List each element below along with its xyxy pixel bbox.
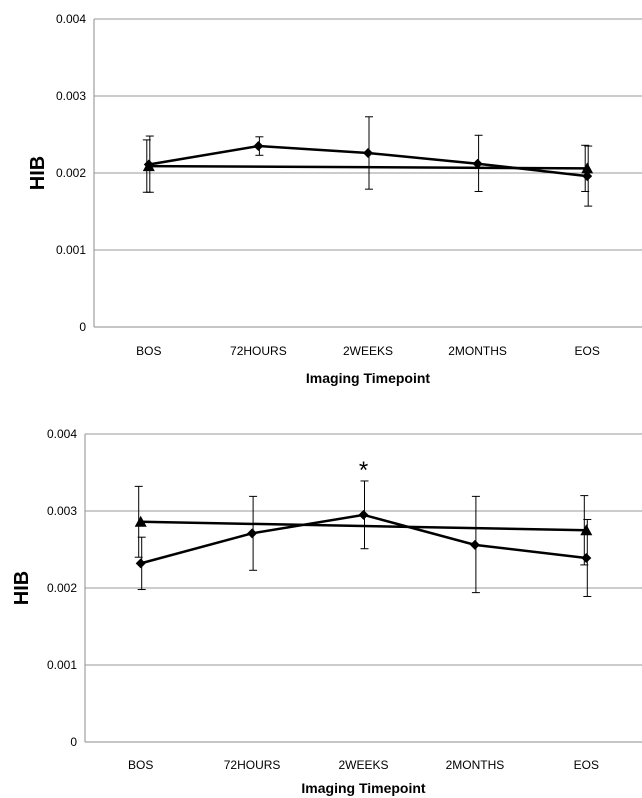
y-axis-title: HIB [11, 571, 33, 605]
data-point-diamond [143, 159, 154, 170]
x-tick-label: 2WEEKS [338, 758, 388, 772]
data-point-triangle [580, 524, 593, 536]
y-tick-label: 0.003 [47, 504, 77, 518]
y-tick-label: 0.001 [56, 243, 86, 257]
x-tick-label: EOS [574, 758, 599, 772]
x-axis-title: Imaging Timepoint [301, 780, 426, 796]
y-tick-label: 0 [79, 320, 86, 334]
data-point-diamond [247, 528, 258, 539]
data-point-diamond [253, 141, 264, 152]
y-tick-label: 0.002 [56, 166, 86, 180]
data-point-diamond [135, 558, 146, 569]
series-line [140, 520, 587, 532]
y-tick-label: 0.001 [47, 658, 77, 672]
x-tick-label: 2MONTHS [448, 344, 507, 358]
y-axis-title: HIB [27, 156, 49, 190]
x-tick-label: 2WEEKS [343, 344, 393, 358]
significance-marker: * [359, 457, 368, 484]
x-tick-label: 72HOURS [224, 758, 281, 772]
data-point-triangle [134, 515, 147, 527]
y-tick-label: 0.002 [47, 581, 77, 595]
chart-top: 0 0.001 0.002 0.003 0.004 BOS 72HOURS 2WEEKS 2MO… [27, 12, 642, 386]
data-point-diamond [358, 509, 369, 520]
data-point-triangle [581, 162, 594, 174]
data-point-diamond [363, 147, 373, 158]
chart-bottom: 0 0.001 0.002 0.003 0.004 BOS 72HOURS 2WEEKS 2MO… [11, 427, 642, 796]
data-point-diamond [581, 552, 592, 563]
x-tick-label: 72HOURS [230, 344, 287, 358]
x-tick-label: BOS [136, 344, 161, 358]
data-point-diamond [472, 158, 483, 169]
x-tick-label: 2MONTHS [446, 758, 505, 772]
x-axis-title: Imaging Timepoint [306, 370, 431, 386]
x-tick-label: BOS [128, 758, 153, 772]
y-tick-label: 0.004 [56, 12, 86, 26]
x-tick-label: EOS [575, 344, 600, 358]
y-tick-label: 0.003 [56, 89, 86, 103]
data-point-diamond [582, 171, 593, 182]
data-point-diamond [469, 539, 480, 550]
y-tick-label: 0 [70, 735, 77, 749]
y-tick-label: 0.004 [47, 427, 77, 441]
